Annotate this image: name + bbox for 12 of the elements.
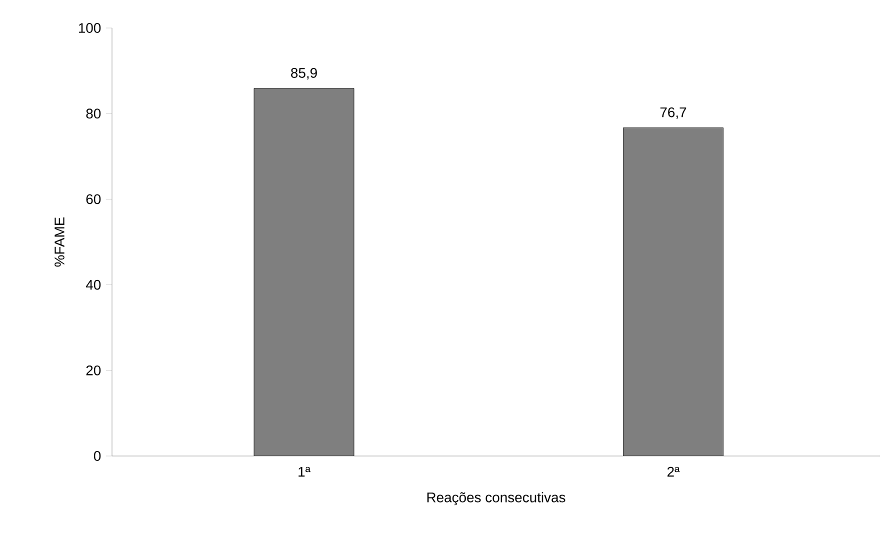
y-tick-label: 40 [86, 280, 101, 290]
y-tick-label: 100 [78, 23, 101, 33]
x-axis-title: Reações consecutivas [427, 492, 566, 506]
y-tick-label: 20 [86, 365, 101, 376]
y-tick-label: 0 [94, 451, 101, 461]
x-tick-label: 2ª [667, 466, 680, 477]
data-label: 76,7 [660, 107, 686, 119]
y-tick-label: 80 [86, 108, 101, 119]
y-tick-label: 60 [86, 194, 101, 204]
y-axis-title: %FAME [54, 217, 64, 267]
data-label: 85,9 [291, 68, 317, 80]
x-tick-label: 1ª [298, 466, 311, 477]
